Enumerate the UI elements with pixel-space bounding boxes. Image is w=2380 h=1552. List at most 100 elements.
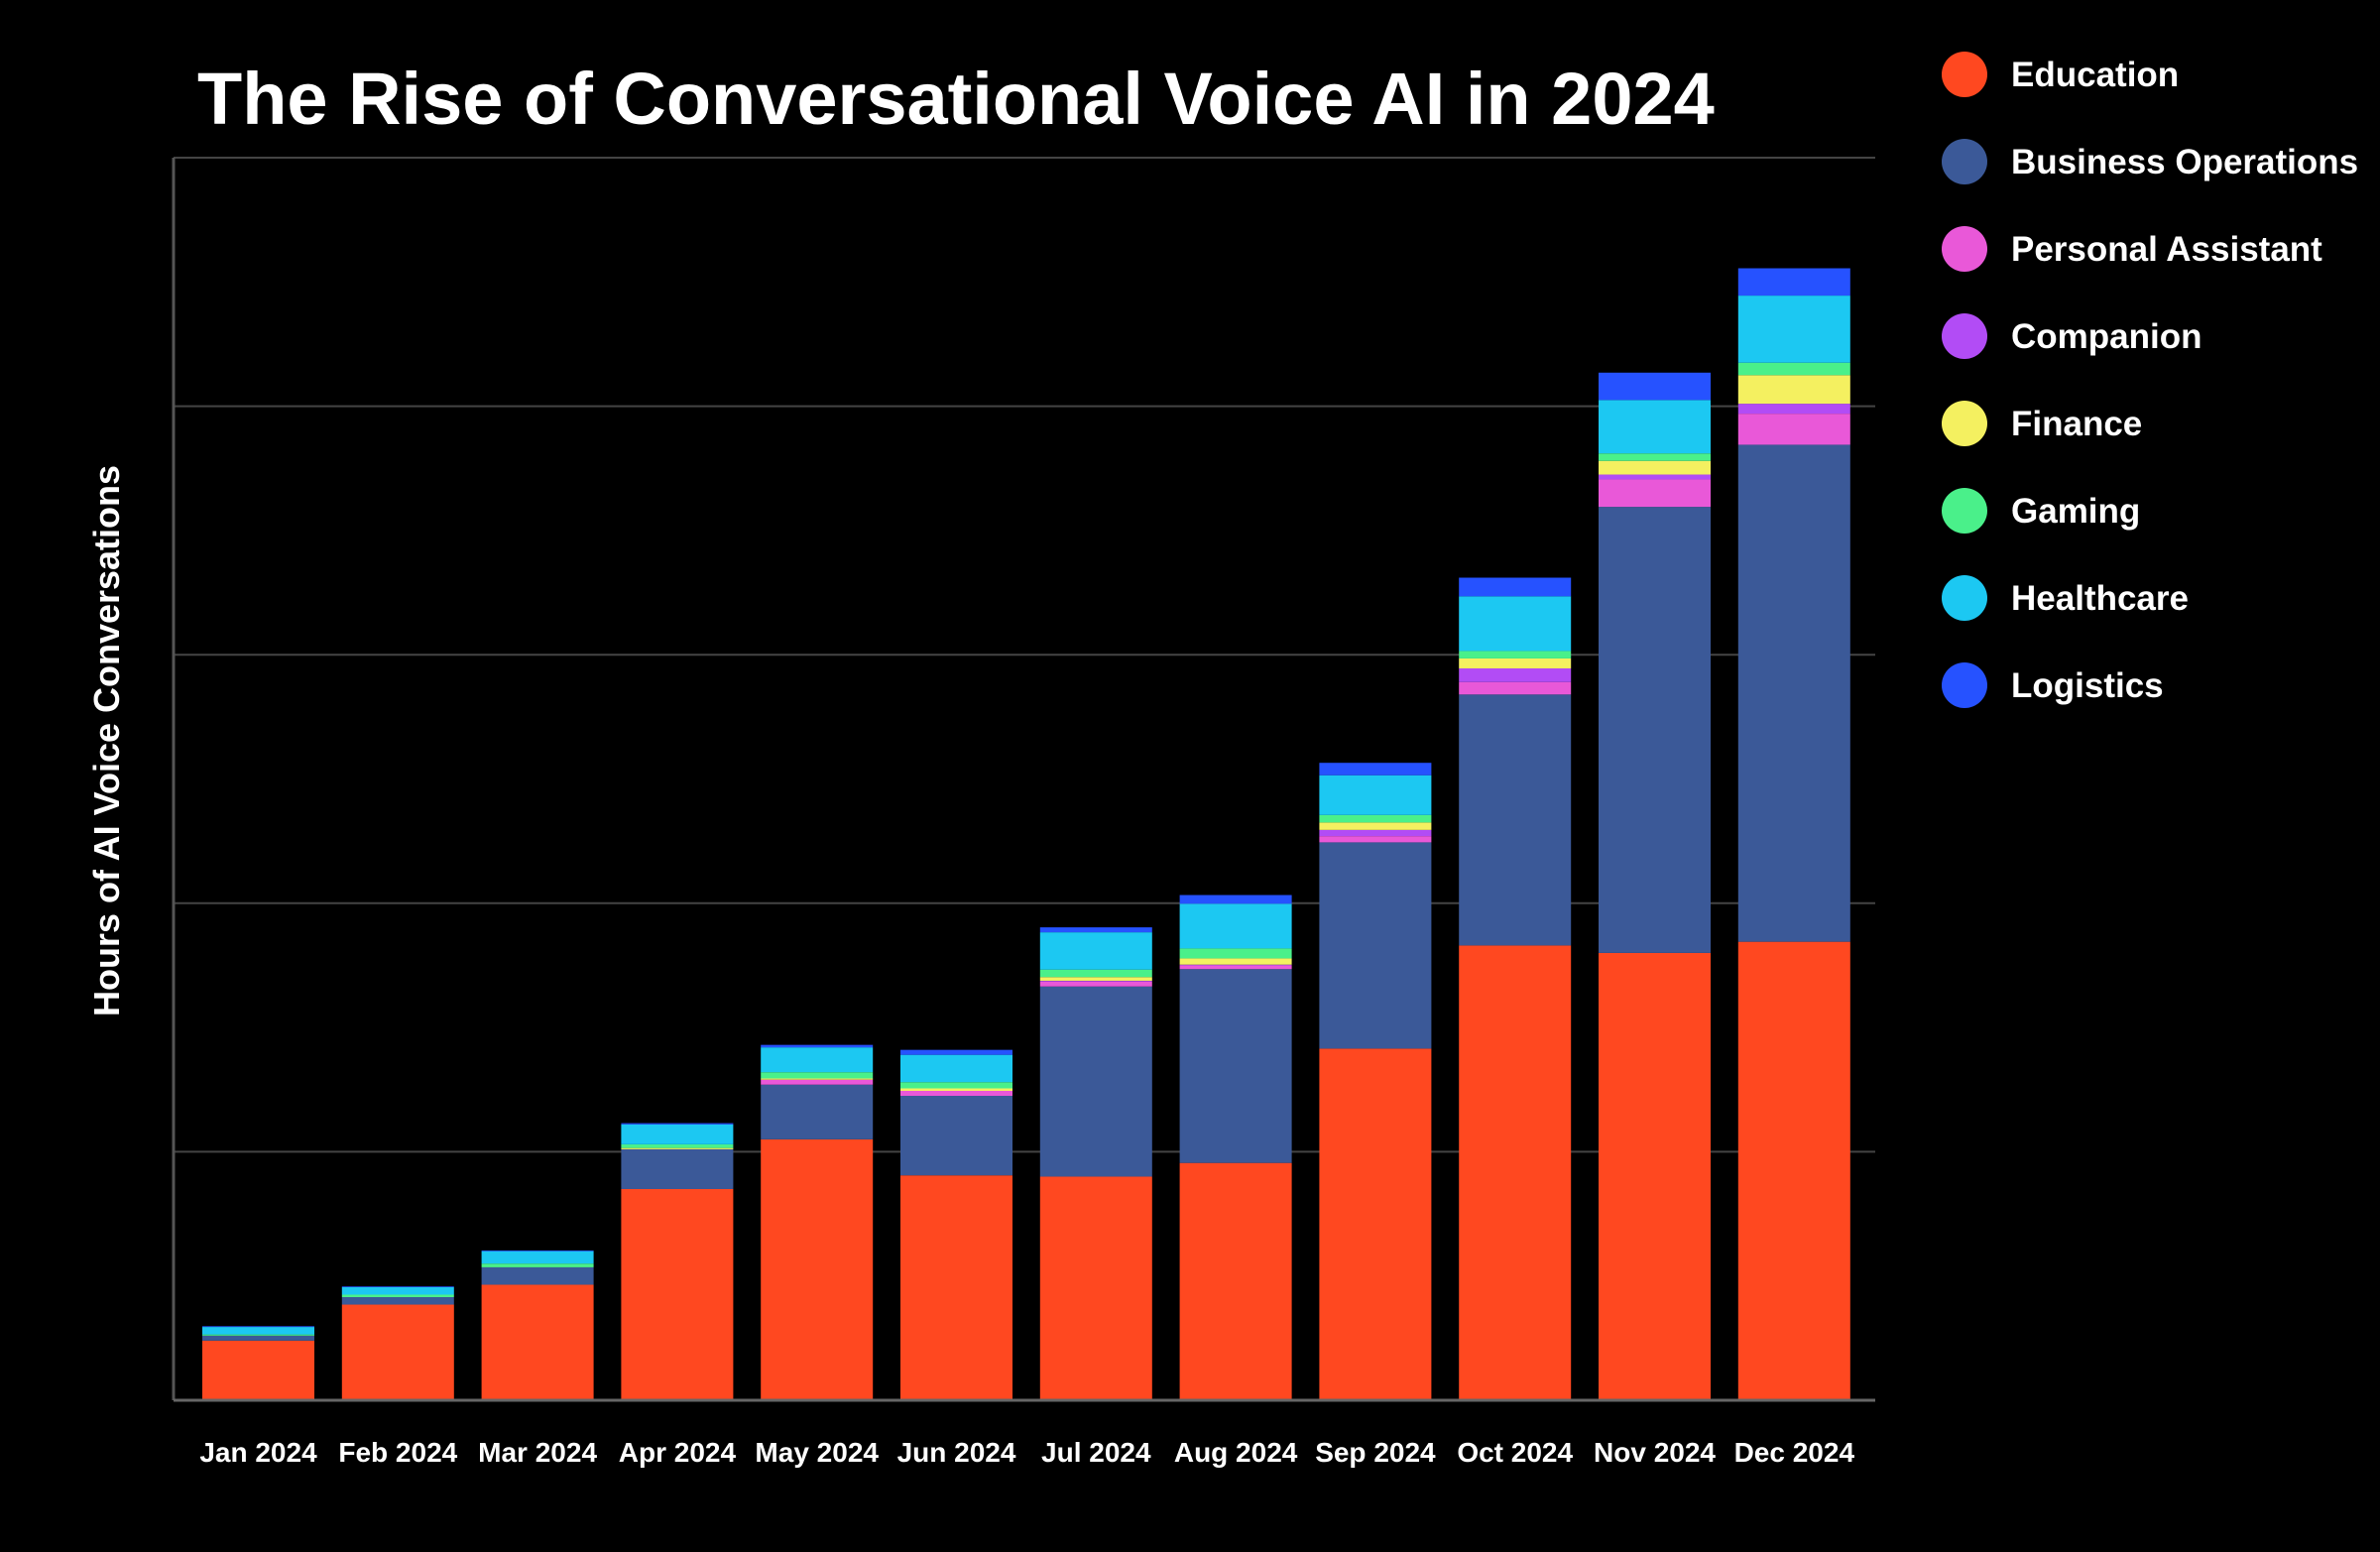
x-tick-label: Dec 2024: [1734, 1437, 1855, 1468]
legend-item: Education: [1942, 52, 2179, 97]
legend-label: Companion: [2011, 317, 2202, 356]
legend-item: Healthcare: [1942, 575, 2189, 621]
legend-swatch: [1942, 139, 1987, 184]
bar-segment-gaming: [1459, 651, 1572, 658]
legend-swatch: [1942, 662, 1987, 708]
bar-segment-personal-assistant: [1737, 414, 1850, 445]
bar-segment-business-operations: [341, 1297, 454, 1305]
legend-item: Personal Assistant: [1942, 226, 2322, 272]
bar-segment-business-operations: [1459, 694, 1572, 946]
bar-segment-personal-assistant: [761, 1079, 874, 1085]
legend-label: Education: [2011, 56, 2179, 94]
legend-swatch: [1942, 575, 1987, 621]
bar-segment-logistics: [202, 1326, 314, 1328]
bar-segment-finance: [1179, 958, 1292, 965]
bar-segment-finance: [1599, 460, 1711, 475]
bar-segment-finance: [1319, 822, 1432, 830]
bar-segment-logistics: [1319, 763, 1432, 776]
bar-segment-education: [1599, 952, 1711, 1400]
legend-label: Finance: [2011, 405, 2142, 443]
legend-label: Business Operations: [2011, 143, 2358, 181]
x-tick-label: Feb 2024: [338, 1437, 457, 1468]
bar-segment-education: [621, 1188, 734, 1400]
bar-segment-logistics: [1039, 927, 1152, 933]
bar-segment-companion: [1737, 404, 1850, 415]
bar-segment-business-operations: [481, 1266, 594, 1285]
bar-segment-business-operations: [621, 1148, 734, 1189]
bar-segment-personal-assistant: [1319, 836, 1432, 843]
x-tick-label: Apr 2024: [619, 1437, 737, 1468]
bar-segment-companion: [1179, 964, 1292, 966]
bar-segment-education: [341, 1304, 454, 1400]
bar-segment-finance: [1737, 375, 1850, 405]
bar-segment-logistics: [1459, 577, 1572, 597]
x-tick-label: Aug 2024: [1174, 1437, 1298, 1468]
bars: [202, 268, 1850, 1400]
bar-segment-gaming: [761, 1072, 874, 1079]
bar-segment-gaming: [900, 1082, 1012, 1089]
bar-segment-gaming: [1737, 362, 1850, 376]
legend: Education Business Operations Personal Ass…: [1942, 52, 2358, 708]
bar-segment-logistics: [341, 1286, 454, 1287]
bar-segment-gaming: [341, 1294, 454, 1298]
gridlines: [174, 157, 1875, 1153]
bar-segment-education: [1039, 1176, 1152, 1400]
legend-swatch: [1942, 226, 1987, 272]
x-tick-label: Jul 2024: [1041, 1437, 1151, 1468]
bar-segment-business-operations: [1039, 986, 1152, 1177]
legend-label: Logistics: [2011, 666, 2164, 705]
legend-item: Logistics: [1942, 662, 2164, 708]
bar-segment-finance: [1459, 657, 1572, 668]
bar-segment-business-operations: [1179, 969, 1292, 1163]
bar-segment-education: [1179, 1162, 1292, 1400]
bar-segment-education: [481, 1284, 594, 1400]
bar-segment-education: [1737, 941, 1850, 1400]
bar-segment-personal-assistant: [1599, 479, 1711, 508]
x-tick-label: Mar 2024: [478, 1437, 597, 1468]
bar-segment-education: [900, 1175, 1012, 1400]
bar-segment-personal-assistant: [1039, 981, 1152, 987]
bar-segment-logistics: [621, 1123, 734, 1125]
bar-segment-healthcare: [481, 1251, 594, 1264]
bar-segment-companion: [1599, 474, 1711, 480]
legend-swatch: [1942, 401, 1987, 446]
bar-segment-finance: [621, 1147, 734, 1149]
legend-swatch: [1942, 313, 1987, 359]
bar-segment-companion: [1319, 829, 1432, 837]
legend-label: Personal Assistant: [2011, 230, 2322, 269]
legend-item: Companion: [1942, 313, 2202, 359]
bar-segment-healthcare: [761, 1047, 874, 1073]
legend-item: Gaming: [1942, 488, 2140, 534]
bar-segment-business-operations: [900, 1096, 1012, 1176]
x-tick-label: Oct 2024: [1457, 1437, 1573, 1468]
bar-segment-healthcare: [621, 1124, 734, 1144]
x-tick-label: Jan 2024: [199, 1437, 317, 1468]
bar-segment-logistics: [481, 1250, 594, 1252]
bar-segment-gaming: [1039, 969, 1152, 978]
bar-segment-gaming: [202, 1334, 314, 1336]
bar-segment-logistics: [1737, 268, 1850, 297]
bar-segment-healthcare: [900, 1054, 1012, 1083]
legend-swatch: [1942, 52, 1987, 97]
bar-segment-healthcare: [1319, 775, 1432, 815]
bar-segment-healthcare: [1039, 932, 1152, 970]
bar-segment-logistics: [1599, 372, 1711, 401]
bar-segment-healthcare: [1179, 903, 1292, 949]
bar-segment-business-operations: [202, 1335, 314, 1341]
bar-segment-companion: [1039, 980, 1152, 982]
legend-item: Finance: [1942, 401, 2142, 446]
bar-segment-healthcare: [1459, 596, 1572, 652]
bar-segment-personal-assistant: [1459, 681, 1572, 695]
bar-segment-healthcare: [1599, 400, 1711, 454]
bar-segment-companion: [1459, 667, 1572, 682]
bar-segment-personal-assistant: [900, 1091, 1012, 1097]
bar-segment-education: [761, 1138, 874, 1400]
bar-segment-business-operations: [1737, 444, 1850, 942]
x-tick-label: May 2024: [755, 1437, 879, 1468]
bar-segment-gaming: [1179, 948, 1292, 959]
legend-label: Gaming: [2011, 492, 2140, 531]
chart-title: The Rise of Conversational Voice AI in 2…: [197, 58, 1715, 140]
bar-segment-gaming: [1319, 814, 1432, 823]
bar-segment-gaming: [481, 1263, 594, 1267]
